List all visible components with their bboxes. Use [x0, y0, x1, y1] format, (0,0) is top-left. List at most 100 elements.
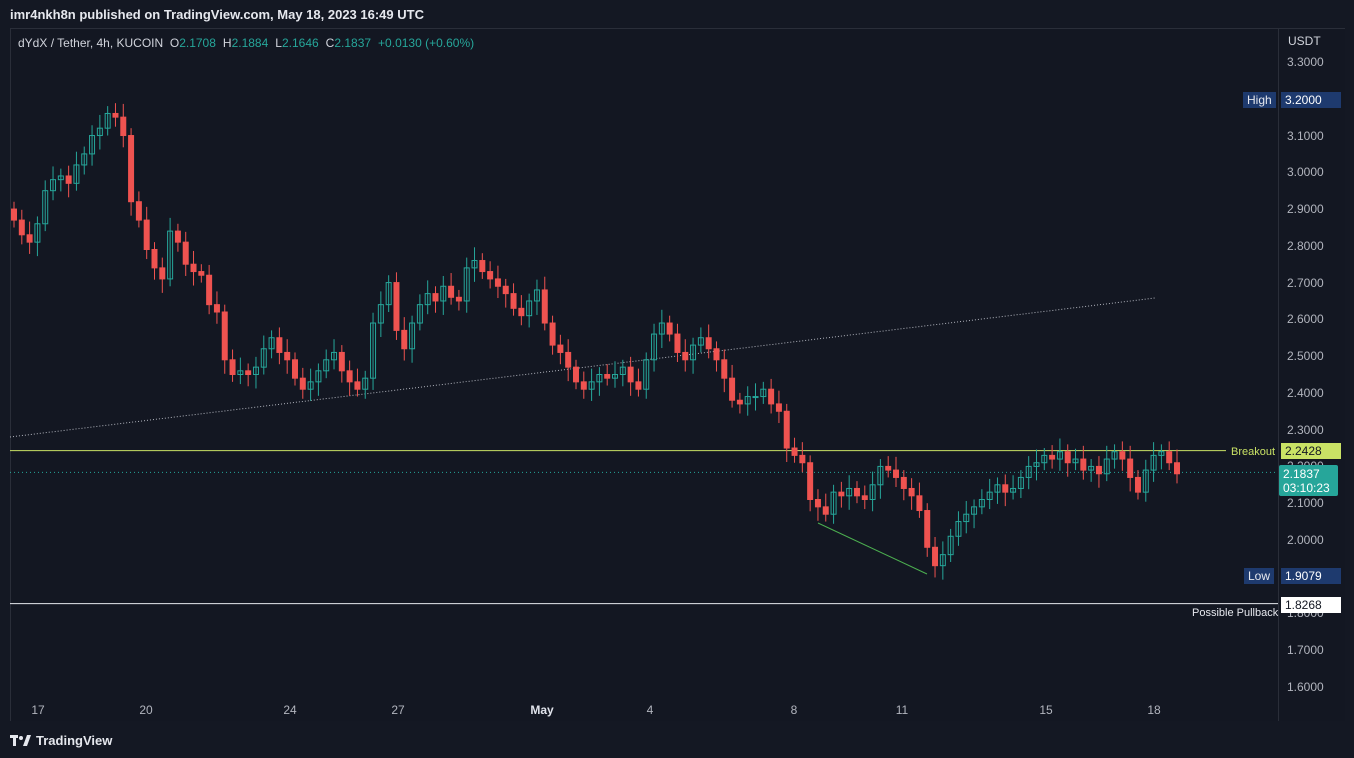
symbol-legend: dYdX / Tether, 4h, KUCOIN O2.1708 H2.1884…	[18, 36, 481, 50]
pullback-label: Possible Pullback	[1192, 607, 1279, 619]
candle-body	[182, 241, 189, 265]
candle-body	[1134, 476, 1141, 493]
time-tick: 11	[895, 703, 909, 717]
candle-body	[978, 499, 985, 508]
candle-body	[487, 271, 494, 280]
candle-body	[557, 344, 564, 353]
candle-body	[775, 403, 782, 412]
candle-body	[1033, 462, 1040, 467]
candle-body	[213, 304, 220, 313]
candle-body	[885, 465, 892, 471]
candle-body	[861, 495, 868, 500]
trend-line	[9, 297, 1156, 438]
candle-body	[307, 381, 314, 390]
candle-body	[932, 546, 939, 567]
candle-body	[900, 476, 907, 489]
low-tag-label: Low	[1244, 568, 1275, 584]
candle-body	[549, 322, 556, 346]
candle-body	[89, 135, 96, 155]
candle-body	[377, 304, 384, 324]
candle-body	[1010, 487, 1017, 493]
price-tick: 3.3000	[1287, 55, 1324, 69]
candle-body	[893, 469, 900, 478]
tradingview-logo-icon	[10, 734, 31, 746]
price-tick: 2.6000	[1287, 312, 1324, 327]
price-tick: 1.6000	[1287, 680, 1324, 694]
candle-body	[635, 381, 642, 390]
candle-body	[276, 337, 283, 353]
chart-pane[interactable]	[10, 28, 1279, 721]
candle-body	[674, 333, 681, 353]
candle-body	[807, 462, 814, 500]
candle-body	[416, 304, 423, 324]
candle-body	[994, 484, 1001, 493]
time-tick: May	[530, 703, 554, 717]
low-tag-value: 1.9079	[1281, 568, 1341, 584]
candle-body	[50, 179, 57, 192]
candle-body	[135, 201, 142, 221]
price-tick: 3.1000	[1287, 128, 1324, 143]
candle-body	[1158, 451, 1165, 456]
candle-body	[385, 282, 392, 306]
candle-body	[510, 293, 517, 309]
candle-body	[370, 322, 377, 379]
candle-body	[1142, 469, 1149, 493]
candle-body	[1166, 451, 1173, 464]
candle-body	[315, 370, 322, 383]
candle-body	[471, 260, 478, 269]
candle-body	[104, 112, 111, 129]
candle-body	[971, 506, 978, 515]
candle-body	[96, 127, 103, 137]
candle-body	[869, 484, 876, 501]
candle-body	[846, 487, 853, 497]
candle-body	[580, 381, 587, 390]
price-tick: 2.8000	[1287, 238, 1324, 253]
candle-body	[963, 513, 970, 523]
candle-body	[354, 381, 361, 390]
candle-body	[1002, 484, 1009, 493]
candle-body	[81, 153, 88, 166]
candle-body	[174, 230, 181, 243]
price-tick: 2.0000	[1287, 532, 1324, 547]
candle-body	[1103, 458, 1110, 475]
candle-body	[120, 116, 127, 137]
candle-body	[151, 249, 158, 269]
candle-body	[822, 506, 829, 515]
candle-body	[494, 278, 501, 287]
candle-body	[1049, 454, 1056, 460]
last-price-value: 2.1837	[1283, 467, 1320, 481]
candle-body	[1025, 465, 1032, 478]
candle-body	[752, 396, 759, 399]
candle-body	[533, 289, 540, 302]
candle-body	[838, 491, 845, 497]
candle-body	[572, 366, 579, 383]
price-tick: 2.5000	[1287, 349, 1324, 364]
candle-body	[26, 234, 33, 243]
candle-body	[112, 112, 119, 118]
candle-body	[229, 359, 236, 376]
candle-body	[221, 311, 228, 361]
candle-body	[1041, 454, 1048, 464]
candle-body	[1127, 458, 1134, 478]
candle-body	[541, 289, 548, 324]
candle-body	[697, 337, 704, 346]
candle-body	[1095, 465, 1102, 475]
price-tick: 2.9000	[1287, 202, 1324, 217]
candle-body	[518, 307, 525, 317]
candle-body	[252, 366, 259, 376]
candle-body	[955, 521, 962, 537]
candle-body	[338, 351, 345, 372]
candle-body	[362, 377, 369, 390]
candle-body	[768, 388, 775, 405]
footer-brand[interactable]: TradingView	[10, 733, 112, 748]
change-value: +0.0130 (+0.60%)	[378, 36, 475, 50]
candle-body	[947, 535, 954, 556]
candle-body	[713, 348, 720, 361]
time-tick: 20	[139, 703, 153, 717]
candle-body	[237, 370, 244, 375]
candle-body	[409, 322, 416, 350]
candle-body	[424, 293, 431, 306]
candle-body	[760, 388, 767, 398]
candle-body	[1072, 458, 1079, 464]
candle-body	[331, 351, 338, 361]
